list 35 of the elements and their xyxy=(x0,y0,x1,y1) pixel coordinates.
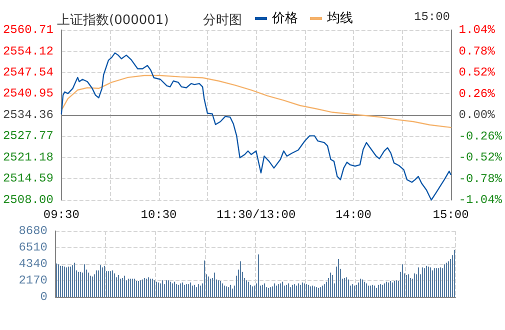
line-series xyxy=(60,74,452,128)
text: 15:00 xyxy=(414,10,450,24)
y2-tick-label: 1.04% xyxy=(458,23,496,37)
y-tick-label: 2521.18 xyxy=(2,150,54,164)
x-tick-label: 10:30 xyxy=(140,208,177,222)
y-tick-label: 6510 xyxy=(18,240,48,254)
x-tick-label: 09:30 xyxy=(43,208,80,222)
x-tick-label: 15:00 xyxy=(432,208,469,222)
x-tick-label: 11:30/13:00 xyxy=(216,208,296,222)
y2-tick-label: -0.26% xyxy=(458,129,503,144)
y2-tick-label: -0.52% xyxy=(458,150,503,164)
x-tick-label: 14:00 xyxy=(335,208,372,222)
y-tick-label: 2534.36 xyxy=(2,108,54,122)
y-tick-label: 2508.00 xyxy=(2,193,54,207)
y-tick-label: 2554.12 xyxy=(2,44,54,58)
y2-tick-label: 0.26% xyxy=(458,86,496,101)
y2-tick-label: 0.78% xyxy=(458,44,496,58)
y2-tick-label: 0.00% xyxy=(458,108,496,122)
y-tick-label: 2527.77 xyxy=(2,129,54,144)
y-tick-label: 0 xyxy=(40,290,48,304)
y-tick-label: 2560.71 xyxy=(2,23,54,37)
y-tick-label: 4340 xyxy=(18,257,48,271)
y-tick-label: 2540.95 xyxy=(2,86,54,101)
chart-subtitle: 分时图 xyxy=(203,13,242,28)
y2-tick-label: -0.78% xyxy=(458,172,503,186)
legend-label: 价格 xyxy=(271,11,298,26)
y2-tick-label: -1.04% xyxy=(458,193,503,207)
y-tick-label: 8680 xyxy=(18,224,48,238)
y-tick-label: 2547.54 xyxy=(2,65,54,80)
y-tick-label: 2170 xyxy=(18,274,48,288)
y2-tick-label: 0.52% xyxy=(458,66,496,80)
line-series xyxy=(60,52,452,201)
legend-label: 均线 xyxy=(326,11,353,26)
y-tick-label: 2514.59 xyxy=(2,172,54,186)
chart-title: 上证指数(000001) xyxy=(57,13,169,28)
